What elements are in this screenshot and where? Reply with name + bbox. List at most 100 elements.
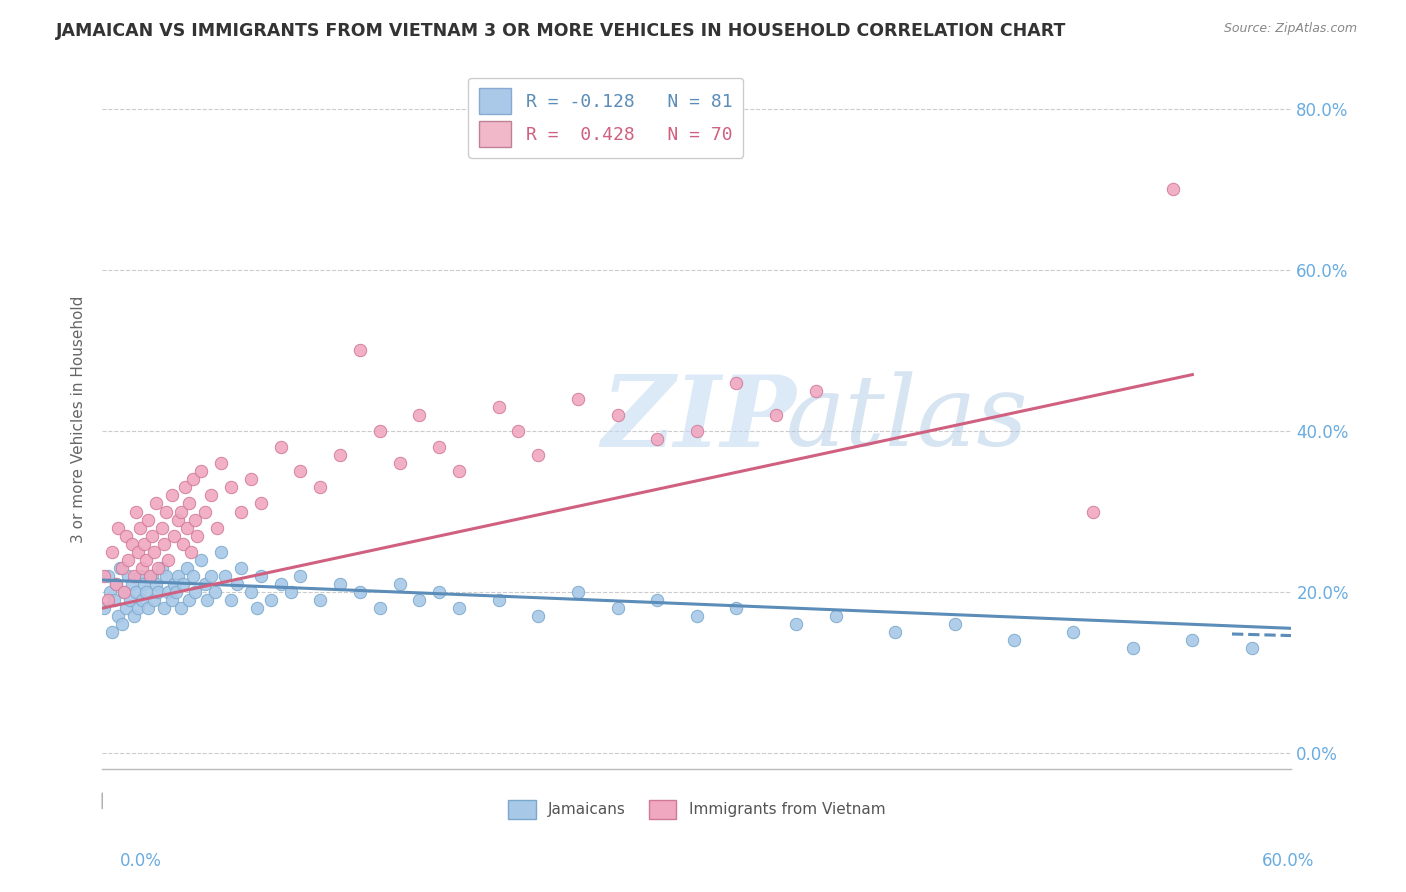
Point [117, 569, 139, 583]
Point [93, 569, 115, 583]
Point [107, 521, 129, 535]
Point [111, 561, 134, 575]
Point [125, 585, 148, 599]
Point [128, 569, 150, 583]
Point [200, 569, 222, 583]
Point [176, 521, 198, 535]
Point [97, 569, 120, 583]
Point [186, 529, 208, 543]
Point [184, 513, 207, 527]
Point [645, 432, 668, 446]
Point [156, 553, 179, 567]
Point [368, 601, 391, 615]
Point [209, 545, 232, 559]
Point [219, 593, 242, 607]
Point [172, 577, 194, 591]
Point [162, 529, 184, 543]
Point [112, 585, 135, 599]
Point [329, 577, 352, 591]
Point [172, 537, 194, 551]
Text: JAMAICAN VS IMMIGRANTS FROM VIETNAM 3 OR MORE VEHICLES IN HOUSEHOLD CORRELATION : JAMAICAN VS IMMIGRANTS FROM VIETNAM 3 OR… [56, 22, 1067, 40]
Point [131, 593, 153, 607]
Point [226, 577, 249, 591]
Point [121, 577, 143, 591]
Point [725, 376, 748, 390]
Point [136, 601, 159, 615]
Point [179, 496, 201, 510]
Point [98, 585, 121, 599]
Point [128, 521, 150, 535]
Point [145, 496, 167, 510]
Point [97, 593, 120, 607]
Point [117, 553, 139, 567]
Point [1002, 633, 1025, 648]
Point [447, 464, 470, 478]
Point [290, 569, 312, 583]
Point [101, 545, 124, 559]
Point [527, 448, 550, 462]
Point [1122, 641, 1144, 656]
Text: atlas: atlas [786, 371, 1029, 467]
Point [204, 585, 226, 599]
Point [1181, 633, 1204, 648]
Point [132, 537, 155, 551]
Point [260, 593, 283, 607]
Point [214, 569, 236, 583]
Point [219, 480, 242, 494]
Point [145, 577, 167, 591]
Point [1062, 625, 1084, 640]
Point [190, 464, 212, 478]
Point [152, 601, 174, 615]
Text: 60.0%: 60.0% [1263, 852, 1315, 870]
Point [142, 593, 165, 607]
Point [427, 585, 450, 599]
Point [309, 593, 332, 607]
Point [785, 617, 807, 632]
Point [567, 392, 589, 406]
Point [205, 521, 228, 535]
Point [141, 569, 163, 583]
Point [190, 553, 212, 567]
Point [127, 601, 149, 615]
Point [122, 569, 145, 583]
Text: ZIP: ZIP [602, 371, 797, 467]
Point [179, 593, 201, 607]
Point [108, 561, 131, 575]
Legend: Jamaicans, Immigrants from Vietnam: Jamaicans, Immigrants from Vietnam [502, 794, 891, 825]
Point [174, 480, 197, 494]
Point [183, 472, 205, 486]
Point [170, 601, 193, 615]
Point [1240, 641, 1263, 656]
Point [105, 577, 128, 591]
Point [309, 480, 332, 494]
Point [765, 408, 787, 422]
Point [155, 504, 177, 518]
Point [606, 601, 628, 615]
Point [408, 408, 430, 422]
Point [508, 424, 530, 438]
Point [804, 384, 827, 398]
Point [349, 585, 371, 599]
Point [142, 545, 165, 559]
Point [194, 504, 217, 518]
Point [156, 585, 179, 599]
Point [249, 496, 271, 510]
Y-axis label: 3 or more Vehicles in Household: 3 or more Vehicles in Household [72, 295, 86, 542]
Point [270, 440, 292, 454]
Point [103, 593, 125, 607]
Point [725, 601, 748, 615]
Point [141, 529, 163, 543]
Point [239, 472, 262, 486]
Point [943, 617, 966, 632]
Point [280, 585, 302, 599]
Point [180, 545, 202, 559]
Point [170, 504, 193, 518]
Point [132, 577, 155, 591]
Point [427, 440, 450, 454]
Point [184, 585, 207, 599]
Point [160, 593, 183, 607]
Point [209, 456, 232, 470]
Text: 0.0%: 0.0% [120, 852, 162, 870]
Point [884, 625, 907, 640]
Point [165, 585, 187, 599]
